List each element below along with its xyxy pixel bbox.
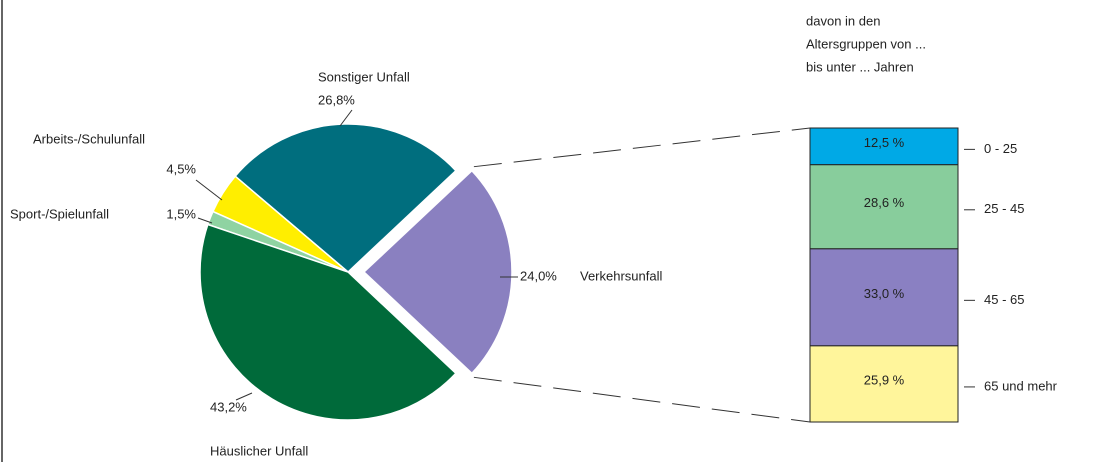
category-label: 25 - 45 — [984, 201, 1024, 216]
bar-segment — [809, 164, 959, 250]
segment-value-label: 28,6 % — [864, 195, 905, 210]
segment-value-label: 33,0 % — [864, 286, 905, 301]
slice-value-label: 1,5% — [166, 206, 196, 221]
segment-value-label: 12,5 % — [864, 135, 905, 150]
pie-slice — [234, 123, 457, 274]
pie-slice — [362, 169, 513, 375]
bar-title: bis unter ... Jahren — [806, 59, 914, 74]
leader-line — [235, 392, 253, 401]
slice-value-label: 24,0% — [520, 268, 557, 283]
category-label: 0 - 25 — [984, 141, 1017, 156]
slice-name: Arbeits-/Schulunfall — [33, 131, 145, 146]
slice-name: Häuslicher Unfall — [210, 443, 308, 458]
leader-line — [197, 217, 213, 224]
slice-name: Verkehrsunfall — [580, 268, 662, 283]
slice-name: Sonstiger Unfall — [318, 69, 410, 84]
slice-value-label: 43,2% — [210, 399, 247, 414]
slice-name: Sport-/Spielunfall — [10, 206, 109, 221]
connector — [473, 127, 811, 168]
slice-value-label: 26,8% — [318, 92, 355, 107]
bar-title: davon in den — [806, 13, 880, 28]
bar-title: Altersgruppen von ... — [806, 36, 926, 51]
bar-segment — [809, 345, 959, 423]
pie-slice — [199, 223, 457, 421]
segment-value-label: 25,9 % — [864, 372, 905, 387]
slice-value-label: 4,5% — [166, 161, 196, 176]
connector — [473, 376, 811, 423]
leader-line — [195, 179, 223, 201]
category-label: 45 - 65 — [984, 292, 1024, 307]
leader-line — [339, 109, 353, 127]
bar-segment — [809, 127, 959, 166]
category-label: 65 und mehr — [984, 378, 1058, 393]
